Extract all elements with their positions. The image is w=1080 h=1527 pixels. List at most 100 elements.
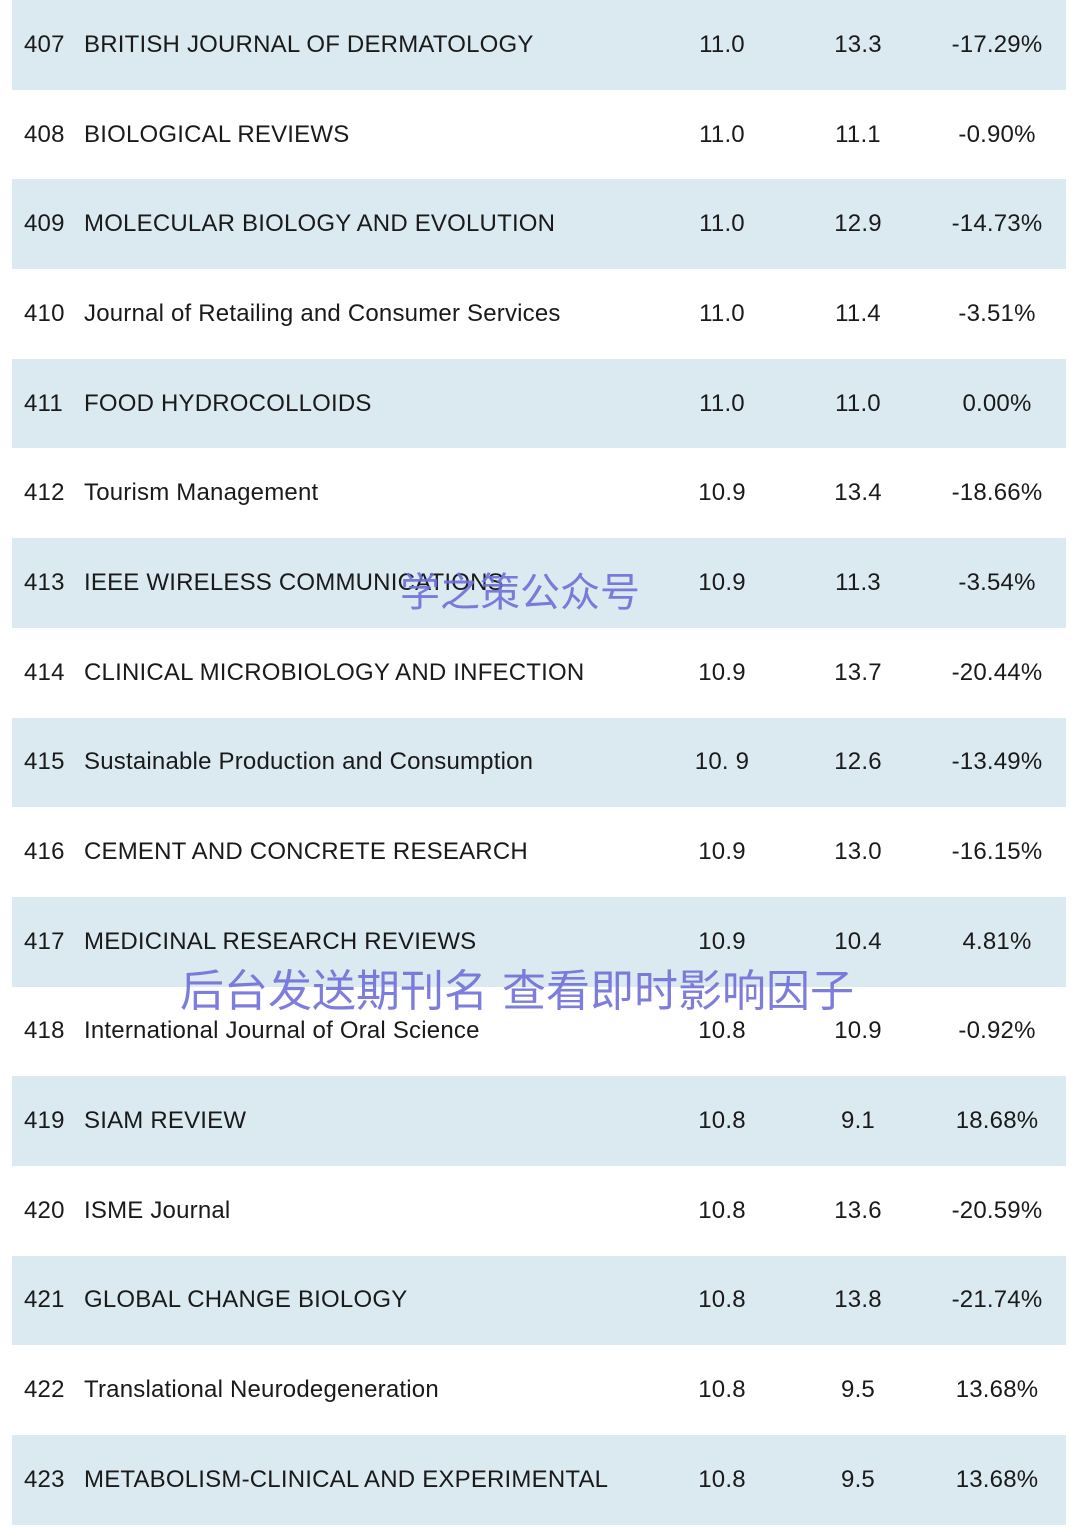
change-percent-cell: 18.68% <box>955 1107 1039 1135</box>
impact-factor-cell: 10.9 <box>698 658 746 686</box>
journal-name-cell: CEMENT AND CONCRETE RESEARCH <box>84 838 528 866</box>
table-row: 414 CLINICAL MICROBIOLOGY AND INFECTION 10… <box>12 627 1066 718</box>
previous-impact-factor-cell: 11.1 <box>835 120 881 148</box>
previous-impact-factor-cell: 11.3 <box>835 568 881 596</box>
journal-name-cell: MEDICINAL RESEARCH REVIEWS <box>84 927 477 955</box>
change-percent-cell: 0.00% <box>962 389 1032 417</box>
change-percent-cell: -0.90% <box>958 120 1036 148</box>
rank-cell: 407 <box>24 30 65 58</box>
journal-name-cell: Journal of Retailing and Consumer Servic… <box>84 299 561 327</box>
rank-cell: 422 <box>24 1376 65 1404</box>
journal-name-cell: BIOLOGICAL REVIEWS <box>84 120 350 148</box>
journal-table: 407 BRITISH JOURNAL OF DERMATOLOGY 11.0 13.… <box>12 0 1066 1525</box>
change-percent-cell: -13.49% <box>951 748 1043 776</box>
rank-cell: 423 <box>24 1465 65 1493</box>
table-row: 417 MEDICINAL RESEARCH REVIEWS 10.9 10.4 4.8… <box>12 896 1066 987</box>
change-percent-cell: -18.66% <box>951 479 1043 507</box>
previous-impact-factor-cell: 13.6 <box>834 1196 882 1224</box>
journal-name-cell: ISME Journal <box>84 1196 231 1224</box>
journal-name-cell: METABOLISM-CLINICAL AND EXPERIMENTAL <box>84 1465 609 1493</box>
rank-cell: 410 <box>24 299 65 327</box>
table-row: 412 Tourism Management 10.9 13.4 -18.66% <box>12 448 1066 539</box>
journal-name-cell: Tourism Management <box>84 479 319 507</box>
table-row: 411 FOOD HYDROCOLLOIDS 11.0 11.0 0.00% <box>12 358 1066 449</box>
change-percent-cell: -20.44% <box>951 658 1043 686</box>
change-percent-cell: -21.74% <box>951 1286 1043 1314</box>
rank-cell: 413 <box>24 568 65 596</box>
table-row: 423 METABOLISM-CLINICAL AND EXPERIMENTAL 1… <box>12 1435 1066 1525</box>
journal-name-cell: International Journal of Oral Science <box>84 1017 480 1045</box>
change-percent-cell: 4.81% <box>962 927 1032 955</box>
change-percent-cell: -16.15% <box>951 838 1043 866</box>
impact-factor-cell: 10.9 <box>698 927 746 955</box>
rank-cell: 417 <box>24 927 65 955</box>
table-row: 420 ISME Journal 10.8 13.6 -20.59% <box>12 1165 1066 1256</box>
journal-name-cell: CLINICAL MICROBIOLOGY AND INFECTION <box>84 658 585 686</box>
previous-impact-factor-cell: 13.3 <box>834 30 882 58</box>
table-row: 409 MOLECULAR BIOLOGY AND EVOLUTION 11.0 12… <box>12 179 1066 270</box>
rank-cell: 409 <box>24 210 65 238</box>
change-percent-cell: -3.51% <box>958 299 1036 327</box>
impact-factor-cell: 10.8 <box>698 1107 746 1135</box>
table-row: 416 CEMENT AND CONCRETE RESEARCH 10.9 13.0 -… <box>12 807 1066 897</box>
table-row: 410 Journal of Retailing and Consumer Ser… <box>12 269 1066 359</box>
change-percent-cell: -20.59% <box>951 1196 1043 1224</box>
change-percent-cell: -14.73% <box>951 210 1043 238</box>
previous-impact-factor-cell: 10.4 <box>834 927 882 955</box>
previous-impact-factor-cell: 13.8 <box>834 1286 882 1314</box>
impact-factor-cell: 11.0 <box>699 299 745 327</box>
journal-name-cell: Sustainable Production and Consumption <box>84 748 534 776</box>
journal-name-cell: GLOBAL CHANGE BIOLOGY <box>84 1286 408 1314</box>
impact-factor-cell: 10.9 <box>698 479 746 507</box>
journal-name-cell: MOLECULAR BIOLOGY AND EVOLUTION <box>84 210 556 238</box>
previous-impact-factor-cell: 13.4 <box>834 479 882 507</box>
table-row: 421 GLOBAL CHANGE BIOLOGY 10.8 13.8 -21.74% <box>12 1255 1066 1346</box>
table-row: 419 SIAM REVIEW 10.8 9.1 18.68% <box>12 1076 1066 1166</box>
impact-factor-cell: 10.8 <box>698 1017 746 1045</box>
table-row: 407 BRITISH JOURNAL OF DERMATOLOGY 11.0 13.… <box>12 0 1066 90</box>
change-percent-cell: -3.54% <box>958 568 1036 596</box>
table-row: 418 International Journal of Oral Science… <box>12 986 1066 1077</box>
impact-factor-cell: 10.8 <box>698 1465 746 1493</box>
previous-impact-factor-cell: 10.9 <box>834 1017 882 1045</box>
change-percent-cell: -0.92% <box>958 1017 1036 1045</box>
change-percent-cell: 13.68% <box>955 1465 1039 1493</box>
journal-name-cell: Translational Neurodegeneration <box>84 1376 439 1404</box>
previous-impact-factor-cell: 9.5 <box>841 1376 875 1404</box>
rank-cell: 411 <box>24 389 63 417</box>
rank-cell: 418 <box>24 1017 65 1045</box>
table-row: 415 Sustainable Production and Consumptio… <box>12 717 1066 808</box>
journal-name-cell: FOOD HYDROCOLLOIDS <box>84 389 372 417</box>
previous-impact-factor-cell: 13.7 <box>834 658 882 686</box>
change-percent-cell: 13.68% <box>955 1376 1039 1404</box>
previous-impact-factor-cell: 12.9 <box>834 210 882 238</box>
previous-impact-factor-cell: 12.6 <box>834 748 882 776</box>
journal-name-cell: SIAM REVIEW <box>84 1107 247 1135</box>
impact-factor-cell: 10.8 <box>698 1376 746 1404</box>
impact-factor-cell: 11.0 <box>699 210 745 238</box>
previous-impact-factor-cell: 11.0 <box>835 389 881 417</box>
previous-impact-factor-cell: 9.5 <box>841 1465 875 1493</box>
rank-cell: 416 <box>24 838 65 866</box>
previous-impact-factor-cell: 9.1 <box>841 1107 875 1135</box>
change-percent-cell: -17.29% <box>951 30 1043 58</box>
previous-impact-factor-cell: 13.0 <box>834 838 882 866</box>
rank-cell: 419 <box>24 1107 65 1135</box>
impact-factor-cell: 10. 9 <box>694 748 750 776</box>
previous-impact-factor-cell: 11.4 <box>835 299 881 327</box>
impact-factor-cell: 11.0 <box>699 389 745 417</box>
table-row: 408 BIOLOGICAL REVIEWS 11.0 11.1 -0.90% <box>12 89 1066 180</box>
rank-cell: 421 <box>24 1286 65 1314</box>
journal-name-cell: BRITISH JOURNAL OF DERMATOLOGY <box>84 30 534 58</box>
impact-factor-cell: 11.0 <box>699 120 745 148</box>
table-row: 413 IEEE WIRELESS COMMUNICATIONS 10.9 11.3 -… <box>12 538 1066 628</box>
impact-factor-cell: 10.8 <box>698 1196 746 1224</box>
rank-cell: 420 <box>24 1196 65 1224</box>
table-row: 422 Translational Neurodegeneration 10.8 9.… <box>12 1345 1066 1435</box>
rank-cell: 414 <box>24 658 65 686</box>
impact-factor-cell: 11.0 <box>699 30 745 58</box>
journal-name-cell: IEEE WIRELESS COMMUNICATIONS <box>84 568 504 596</box>
rank-cell: 408 <box>24 120 65 148</box>
impact-factor-cell: 10.9 <box>698 568 746 596</box>
impact-factor-cell: 10.8 <box>698 1286 746 1314</box>
